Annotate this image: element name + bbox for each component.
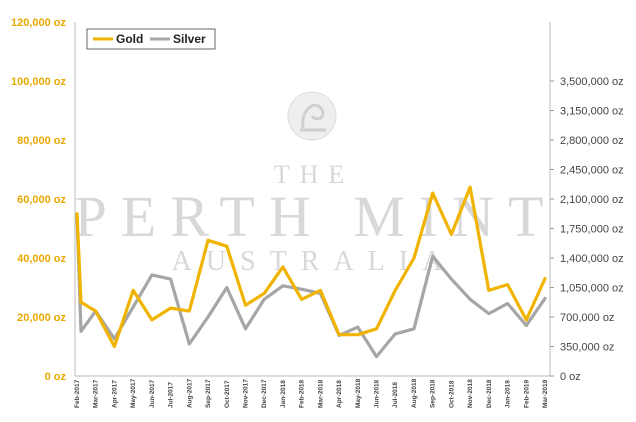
x-tick-label: Feb-2019 <box>523 379 530 408</box>
x-tick-label: Oct-2018 <box>448 380 455 408</box>
x-tick-label: Aug-2018 <box>411 378 418 408</box>
watermark: THE PERTH MINT AUSTRALIA <box>75 91 558 277</box>
x-tick-label: Nov-2017 <box>242 379 249 408</box>
x-tick-label: Sep-2017 <box>205 379 212 408</box>
x-tick-label: Feb-2017 <box>74 379 81 408</box>
x-tick-label: Mar-2017 <box>93 379 100 408</box>
watermark-line1: THE <box>274 160 355 189</box>
left-tick-label: 0 oz <box>45 371 67 383</box>
right-tick-label: 2,100,000 oz <box>560 194 624 206</box>
x-tick-label: Jul-2017 <box>168 382 175 408</box>
watermark-line3: AUSTRALIA <box>172 246 457 277</box>
legend: Gold Silver <box>86 28 216 50</box>
right-tick-label: 700,000 oz <box>560 312 614 324</box>
right-tick-label: 1,750,000 oz <box>560 224 624 236</box>
x-tick-label: Jun-2018 <box>374 379 381 408</box>
x-tick-label: Jan-2019 <box>505 380 512 408</box>
legend-silver-label: Silver <box>173 32 206 46</box>
x-tick-label: Mar-2019 <box>542 379 549 408</box>
swan-shape <box>300 103 326 132</box>
left-tick-label: 20,000 oz <box>17 312 66 324</box>
x-tick-label: Sep-2018 <box>430 379 437 408</box>
x-tick-label: May-2017 <box>130 378 137 408</box>
right-tick-label: 0 oz <box>560 371 581 383</box>
x-tick-labels: Feb-2017 Mar-2017 Apr-2017 May-2017 Jun-2017… <box>74 378 549 408</box>
right-tick-label: 3,500,000 oz <box>560 76 624 88</box>
x-tick-label: Jun-2017 <box>149 379 156 408</box>
x-tick-label: Jul-2018 <box>392 382 399 408</box>
left-tick-label: 40,000 oz <box>17 253 66 265</box>
x-tick-label: Apr-2017 <box>111 380 118 408</box>
x-tick-label: Oct-2017 <box>224 380 231 408</box>
x-tick-label: Apr-2018 <box>336 380 343 408</box>
right-tick-label: 1,050,000 oz <box>560 283 624 295</box>
left-tick-label: 60,000 oz <box>17 194 66 206</box>
x-tick-label: Jan-2018 <box>280 380 287 408</box>
left-tick-label: 120,000 oz <box>11 17 67 29</box>
x-tick-label: Feb-2018 <box>299 379 306 408</box>
x-tick-label: May-2018 <box>355 378 362 408</box>
series-line-gold <box>75 185 547 349</box>
left-tick-label: 100,000 oz <box>11 76 67 88</box>
x-tick-label: Nov-2018 <box>467 379 474 408</box>
series-layer <box>75 185 547 359</box>
series-line-silver <box>75 214 547 359</box>
legend-gold-label: Gold <box>116 32 143 46</box>
right-tick-labels: 0 oz 350,000 oz 700,000 oz 1,050,000 oz 1,40… <box>550 76 624 383</box>
watermark-line2: PERTH MINT <box>75 184 558 249</box>
right-tick-label: 3,150,000 oz <box>560 106 624 118</box>
right-tick-label: 1,400,000 oz <box>560 253 624 265</box>
x-tick-label: Aug-2017 <box>186 378 193 408</box>
left-tick-label: 80,000 oz <box>17 135 66 147</box>
x-tick-label: Mar-2018 <box>317 379 324 408</box>
right-tick-label: 2,800,000 oz <box>560 135 624 147</box>
right-tick-label: 350,000 oz <box>560 342 614 354</box>
left-tick-labels: 0 oz 20,000 oz 40,000 oz 60,000 oz 80,000 oz… <box>11 17 67 383</box>
right-tick-label: 2,450,000 oz <box>560 165 624 177</box>
x-tick-label: Dec-2017 <box>261 379 268 408</box>
x-tick-label: Dec-2018 <box>486 379 493 408</box>
